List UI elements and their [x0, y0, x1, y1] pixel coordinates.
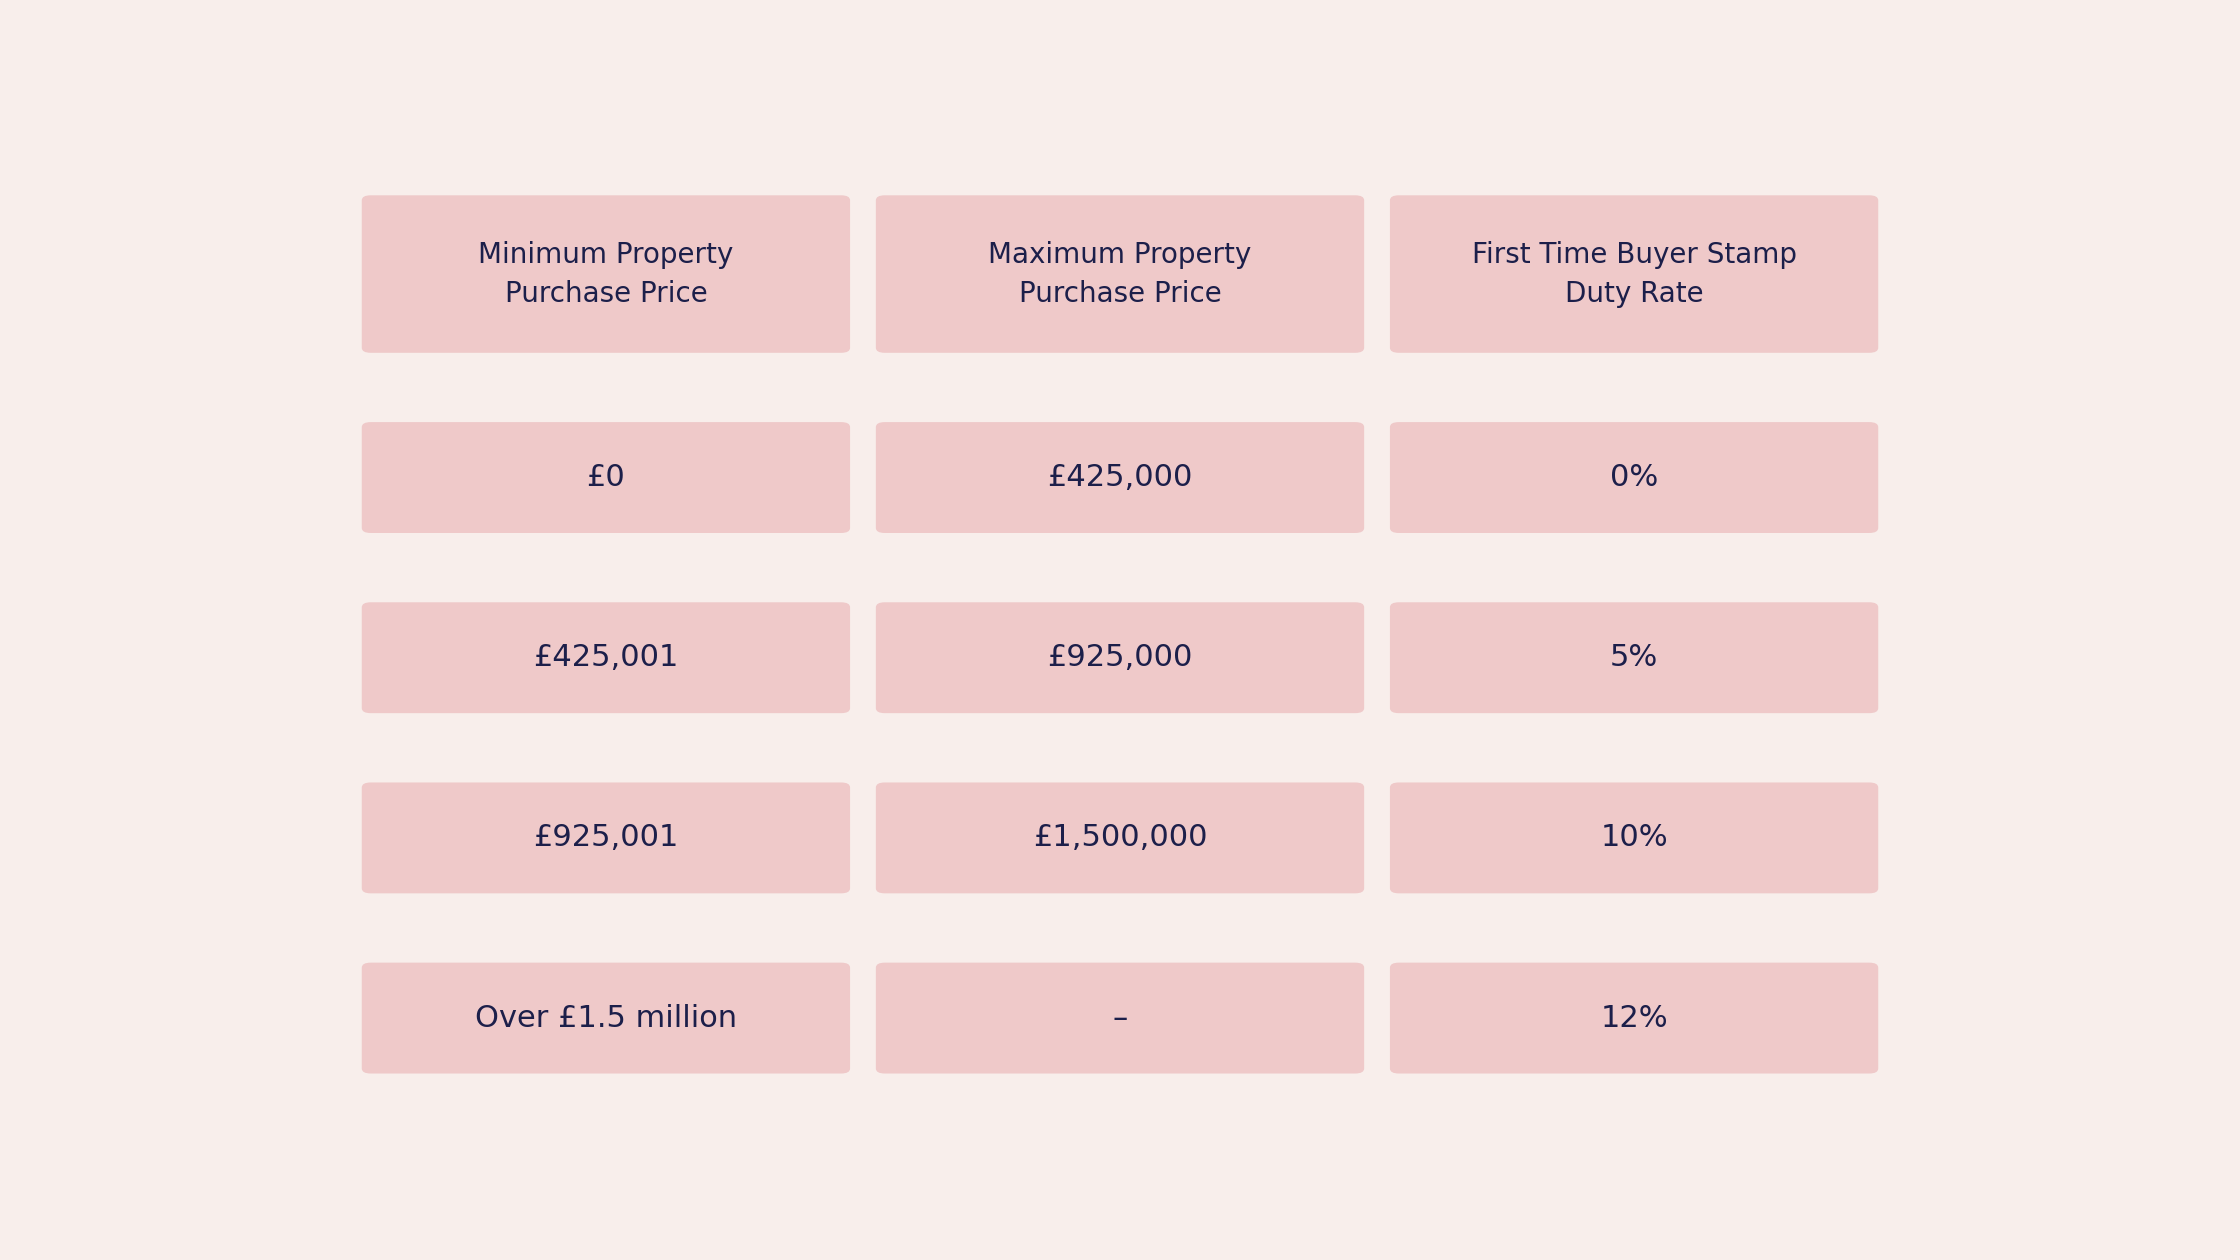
Text: 10%: 10% — [1599, 823, 1669, 853]
FancyBboxPatch shape — [1389, 963, 1877, 1074]
FancyBboxPatch shape — [363, 195, 851, 353]
Text: £425,000: £425,000 — [1048, 462, 1192, 493]
Text: £925,000: £925,000 — [1048, 643, 1192, 673]
FancyBboxPatch shape — [876, 602, 1364, 713]
Text: Maximum Property
Purchase Price: Maximum Property Purchase Price — [988, 241, 1252, 307]
Text: £925,001: £925,001 — [533, 823, 679, 853]
FancyBboxPatch shape — [363, 782, 851, 893]
FancyBboxPatch shape — [1389, 602, 1877, 713]
FancyBboxPatch shape — [1389, 422, 1877, 533]
FancyBboxPatch shape — [876, 195, 1364, 353]
Text: £0: £0 — [587, 462, 625, 493]
Text: Over £1.5 million: Over £1.5 million — [475, 1003, 737, 1033]
FancyBboxPatch shape — [1389, 195, 1877, 353]
Text: 12%: 12% — [1599, 1003, 1669, 1033]
Text: Minimum Property
Purchase Price: Minimum Property Purchase Price — [479, 241, 732, 307]
FancyBboxPatch shape — [876, 963, 1364, 1074]
FancyBboxPatch shape — [1389, 782, 1877, 893]
FancyBboxPatch shape — [363, 963, 851, 1074]
FancyBboxPatch shape — [876, 782, 1364, 893]
Text: –: – — [1113, 1003, 1127, 1033]
Text: First Time Buyer Stamp
Duty Rate: First Time Buyer Stamp Duty Rate — [1472, 241, 1796, 307]
Text: £1,500,000: £1,500,000 — [1033, 823, 1207, 853]
FancyBboxPatch shape — [363, 422, 851, 533]
FancyBboxPatch shape — [363, 602, 851, 713]
Text: £425,001: £425,001 — [533, 643, 679, 673]
Text: 5%: 5% — [1611, 643, 1658, 673]
Text: 0%: 0% — [1611, 462, 1658, 493]
FancyBboxPatch shape — [876, 422, 1364, 533]
